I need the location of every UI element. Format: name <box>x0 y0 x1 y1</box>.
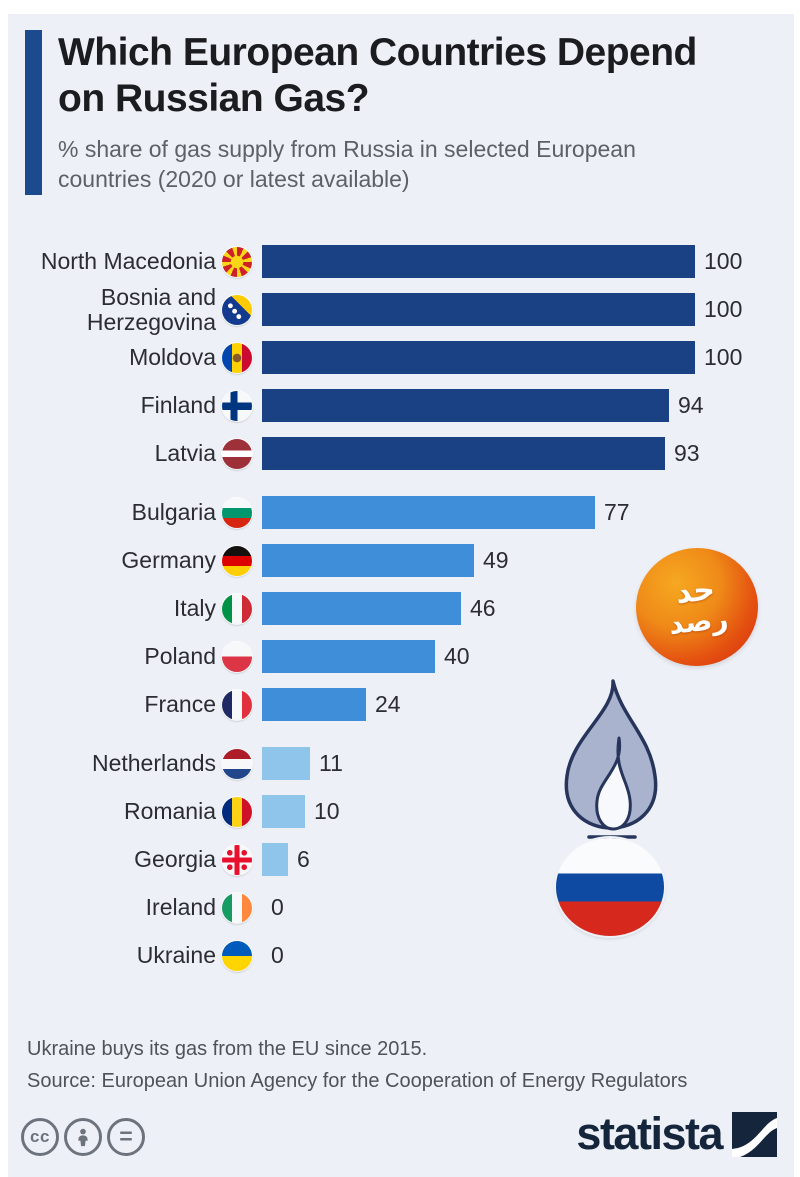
bar-value: 11 <box>319 750 343 776</box>
country-label: Ireland <box>145 894 216 921</box>
title-accent-bar <box>25 30 42 195</box>
statista-logo-mark <box>732 1111 777 1157</box>
page-title: Which European Countries Depend on Russi… <box>58 31 697 121</box>
country-label: Ukraine <box>136 942 216 969</box>
italy-flag-icon <box>222 593 252 624</box>
russia-flag-icon <box>556 838 664 936</box>
chart-row: Romania 10 <box>0 795 800 828</box>
bar-value: 100 <box>704 248 743 274</box>
chart-row: Georgia 6 <box>0 843 800 876</box>
bar <box>262 843 288 876</box>
license-icons: cc = <box>21 1118 145 1156</box>
bar-value: 94 <box>678 392 704 418</box>
gas-flame-icon <box>552 676 670 840</box>
bar <box>262 245 695 278</box>
bar-value: 0 <box>271 894 284 920</box>
bar <box>262 437 665 470</box>
bar-value: 24 <box>375 691 401 717</box>
footnote: Ukraine buys its gas from the EU since 2… <box>27 1038 428 1060</box>
bar-value: 100 <box>704 296 743 322</box>
statista-logo: statista <box>576 1108 777 1160</box>
bar-value: 6 <box>297 846 310 872</box>
country-label: Poland <box>144 643 216 670</box>
romania-flag-icon <box>222 796 252 827</box>
bar <box>262 795 305 828</box>
bar <box>262 592 461 625</box>
chart-row: Bulgaria 77 <box>0 496 800 529</box>
country-label: Moldova <box>129 344 216 371</box>
country-label: Romania <box>123 798 216 825</box>
bar <box>262 747 310 780</box>
bosnia-and-herzegovina-flag-icon <box>222 294 252 325</box>
netherlands-flag-icon <box>222 748 252 779</box>
header: Which European Countries Depend on Russi… <box>25 30 698 195</box>
bar-value: 46 <box>470 595 496 621</box>
bar-value: 0 <box>271 942 284 968</box>
bar-value: 100 <box>704 344 743 370</box>
country-label: Bosnia and Herzegovina <box>86 284 216 335</box>
cc-icon: cc <box>21 1118 59 1156</box>
header-text: Which European Countries Depend on Russi… <box>58 30 698 195</box>
chart-row: Finland 94 <box>0 389 800 422</box>
source-note: Source: European Union Agency for the Co… <box>27 1070 688 1092</box>
bar <box>262 389 669 422</box>
bar-value: 10 <box>314 798 340 824</box>
bar-value: 40 <box>444 643 470 669</box>
chart-row: Italy 46 <box>0 592 800 625</box>
latvia-flag-icon <box>222 438 252 469</box>
chart-row: France 24 <box>0 688 800 721</box>
chart-row: Netherlands 11 <box>0 747 800 780</box>
ukraine-flag-icon <box>222 940 252 971</box>
moldova-flag-icon <box>222 342 252 373</box>
bar <box>262 640 435 673</box>
chart-row: Poland 40 <box>0 640 800 673</box>
country-label: France <box>144 691 216 718</box>
germany-flag-icon <box>222 545 252 576</box>
bulgaria-flag-icon <box>222 497 252 528</box>
bar <box>262 496 595 529</box>
country-label: Bulgaria <box>131 499 216 526</box>
bar <box>262 293 695 326</box>
chart-row: Ukraine 0 <box>0 939 800 972</box>
chart-row: Latvia 93 <box>0 437 800 470</box>
country-label: Georgia <box>134 846 216 873</box>
france-flag-icon <box>222 689 252 720</box>
bar <box>262 341 695 374</box>
watermark-text-line2: رصد <box>667 601 730 641</box>
bar <box>262 544 474 577</box>
chart-row: Ireland 0 <box>0 891 800 924</box>
georgia-flag-icon <box>222 844 252 875</box>
country-label: Germany <box>121 547 216 574</box>
country-label: Finland <box>140 392 216 419</box>
bar-chart: North Macedonia 100 Bosnia and Herzegovi… <box>0 245 800 987</box>
chart-row: Bosnia and Herzegovina 100 <box>0 285 800 333</box>
statista-wordmark: statista <box>576 1108 723 1159</box>
chart-row: Moldova 100 <box>0 341 800 374</box>
bar <box>262 688 366 721</box>
bar-value: 49 <box>483 547 509 573</box>
bar-value: 77 <box>604 499 630 525</box>
page-subtitle: % share of gas supply from Russia in sel… <box>58 136 636 193</box>
country-label: Italy <box>173 595 216 622</box>
north-macedonia-flag-icon <box>222 246 252 277</box>
finland-flag-icon <box>222 390 252 421</box>
bar-value: 93 <box>674 440 700 466</box>
attribution-icon <box>64 1118 102 1156</box>
no-derivatives-icon: = <box>107 1118 145 1156</box>
chart-row: North Macedonia 100 <box>0 245 800 278</box>
chart-row: Germany 49 <box>0 544 800 577</box>
bar-rows: North Macedonia 100 Bosnia and Herzegovi… <box>0 245 800 972</box>
country-label: North Macedonia <box>40 248 216 275</box>
ireland-flag-icon <box>222 892 252 923</box>
country-label: Netherlands <box>91 750 216 777</box>
country-label: Latvia <box>154 440 216 467</box>
poland-flag-icon <box>222 641 252 672</box>
